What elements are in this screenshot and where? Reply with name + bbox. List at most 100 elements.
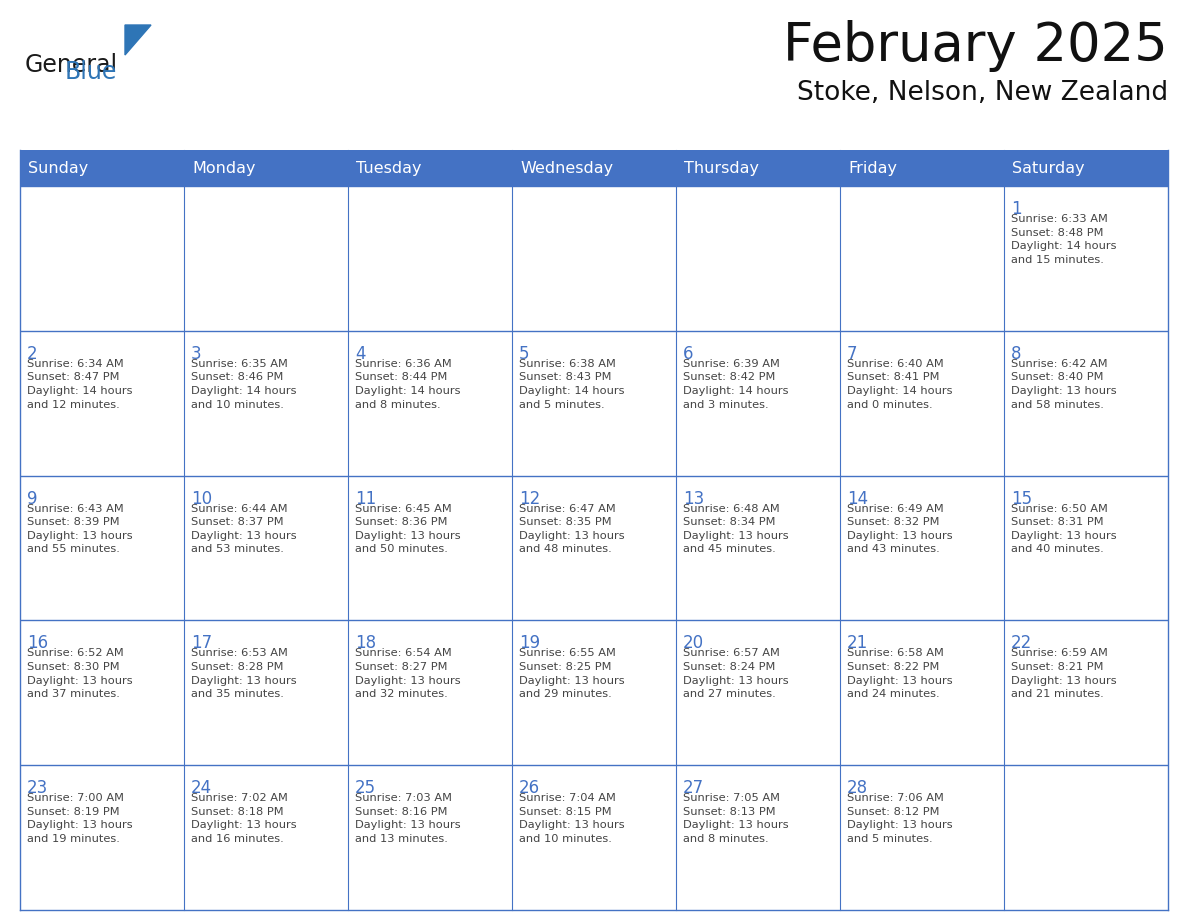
Bar — [676, 476, 840, 621]
Text: Sunrise: 6:48 AM
Sunset: 8:34 PM
Daylight: 13 hours
and 45 minutes.: Sunrise: 6:48 AM Sunset: 8:34 PM Dayligh… — [683, 504, 789, 554]
Text: Sunrise: 7:00 AM
Sunset: 8:19 PM
Daylight: 13 hours
and 19 minutes.: Sunrise: 7:00 AM Sunset: 8:19 PM Dayligh… — [27, 793, 133, 844]
Bar — [840, 186, 1004, 330]
Bar — [840, 621, 1004, 766]
Text: 13: 13 — [683, 489, 704, 508]
Text: 15: 15 — [1011, 489, 1032, 508]
Text: 4: 4 — [355, 345, 366, 363]
Bar — [20, 476, 184, 621]
Text: Sunrise: 6:33 AM
Sunset: 8:48 PM
Daylight: 14 hours
and 15 minutes.: Sunrise: 6:33 AM Sunset: 8:48 PM Dayligh… — [1011, 214, 1117, 264]
Text: 16: 16 — [27, 634, 49, 653]
Text: 22: 22 — [1011, 634, 1032, 653]
Text: Sunrise: 6:42 AM
Sunset: 8:40 PM
Daylight: 13 hours
and 58 minutes.: Sunrise: 6:42 AM Sunset: 8:40 PM Dayligh… — [1011, 359, 1117, 409]
Bar — [184, 476, 348, 621]
Text: Sunrise: 6:57 AM
Sunset: 8:24 PM
Daylight: 13 hours
and 27 minutes.: Sunrise: 6:57 AM Sunset: 8:24 PM Dayligh… — [683, 648, 789, 700]
Bar — [348, 330, 512, 476]
Bar — [1004, 330, 1168, 476]
Bar — [184, 330, 348, 476]
Text: Friday: Friday — [848, 161, 897, 175]
Bar — [348, 621, 512, 766]
Text: Sunrise: 6:39 AM
Sunset: 8:42 PM
Daylight: 14 hours
and 3 minutes.: Sunrise: 6:39 AM Sunset: 8:42 PM Dayligh… — [683, 359, 789, 409]
Text: 3: 3 — [191, 345, 202, 363]
Text: Sunrise: 7:06 AM
Sunset: 8:12 PM
Daylight: 13 hours
and 5 minutes.: Sunrise: 7:06 AM Sunset: 8:12 PM Dayligh… — [847, 793, 953, 844]
Text: Sunrise: 6:52 AM
Sunset: 8:30 PM
Daylight: 13 hours
and 37 minutes.: Sunrise: 6:52 AM Sunset: 8:30 PM Dayligh… — [27, 648, 133, 700]
Text: Monday: Monday — [192, 161, 255, 175]
Bar — [512, 766, 676, 910]
Text: 23: 23 — [27, 779, 49, 797]
Bar — [512, 330, 676, 476]
Text: General: General — [25, 53, 118, 77]
Text: Thursday: Thursday — [684, 161, 759, 175]
Text: Sunrise: 6:35 AM
Sunset: 8:46 PM
Daylight: 14 hours
and 10 minutes.: Sunrise: 6:35 AM Sunset: 8:46 PM Dayligh… — [191, 359, 297, 409]
Text: 14: 14 — [847, 489, 868, 508]
Text: 1: 1 — [1011, 200, 1022, 218]
Text: Sunrise: 6:54 AM
Sunset: 8:27 PM
Daylight: 13 hours
and 32 minutes.: Sunrise: 6:54 AM Sunset: 8:27 PM Dayligh… — [355, 648, 461, 700]
Text: Sunrise: 6:43 AM
Sunset: 8:39 PM
Daylight: 13 hours
and 55 minutes.: Sunrise: 6:43 AM Sunset: 8:39 PM Dayligh… — [27, 504, 133, 554]
Bar — [184, 186, 348, 330]
Bar — [348, 766, 512, 910]
Text: Sunrise: 6:58 AM
Sunset: 8:22 PM
Daylight: 13 hours
and 24 minutes.: Sunrise: 6:58 AM Sunset: 8:22 PM Dayligh… — [847, 648, 953, 700]
Text: 26: 26 — [519, 779, 541, 797]
Text: 5: 5 — [519, 345, 530, 363]
Text: 17: 17 — [191, 634, 213, 653]
Text: Sunrise: 6:53 AM
Sunset: 8:28 PM
Daylight: 13 hours
and 35 minutes.: Sunrise: 6:53 AM Sunset: 8:28 PM Dayligh… — [191, 648, 297, 700]
Bar — [20, 150, 1168, 186]
Text: Sunrise: 6:38 AM
Sunset: 8:43 PM
Daylight: 14 hours
and 5 minutes.: Sunrise: 6:38 AM Sunset: 8:43 PM Dayligh… — [519, 359, 625, 409]
Bar — [20, 621, 184, 766]
Text: Sunrise: 6:50 AM
Sunset: 8:31 PM
Daylight: 13 hours
and 40 minutes.: Sunrise: 6:50 AM Sunset: 8:31 PM Dayligh… — [1011, 504, 1117, 554]
Text: 28: 28 — [847, 779, 868, 797]
Text: Sunrise: 6:55 AM
Sunset: 8:25 PM
Daylight: 13 hours
and 29 minutes.: Sunrise: 6:55 AM Sunset: 8:25 PM Dayligh… — [519, 648, 625, 700]
Text: 10: 10 — [191, 489, 213, 508]
Bar — [184, 766, 348, 910]
Bar — [20, 766, 184, 910]
Text: 8: 8 — [1011, 345, 1022, 363]
Text: Blue: Blue — [65, 60, 118, 84]
Text: 27: 27 — [683, 779, 704, 797]
Text: Tuesday: Tuesday — [356, 161, 422, 175]
Bar — [512, 621, 676, 766]
Text: Stoke, Nelson, New Zealand: Stoke, Nelson, New Zealand — [797, 80, 1168, 106]
Bar — [676, 186, 840, 330]
Bar — [840, 476, 1004, 621]
Bar — [840, 766, 1004, 910]
Text: Sunrise: 6:59 AM
Sunset: 8:21 PM
Daylight: 13 hours
and 21 minutes.: Sunrise: 6:59 AM Sunset: 8:21 PM Dayligh… — [1011, 648, 1117, 700]
Text: Sunrise: 7:05 AM
Sunset: 8:13 PM
Daylight: 13 hours
and 8 minutes.: Sunrise: 7:05 AM Sunset: 8:13 PM Dayligh… — [683, 793, 789, 844]
Text: 12: 12 — [519, 489, 541, 508]
Text: 19: 19 — [519, 634, 541, 653]
Text: Sunrise: 7:03 AM
Sunset: 8:16 PM
Daylight: 13 hours
and 13 minutes.: Sunrise: 7:03 AM Sunset: 8:16 PM Dayligh… — [355, 793, 461, 844]
Text: Sunrise: 6:36 AM
Sunset: 8:44 PM
Daylight: 14 hours
and 8 minutes.: Sunrise: 6:36 AM Sunset: 8:44 PM Dayligh… — [355, 359, 461, 409]
Bar — [20, 330, 184, 476]
Bar — [512, 186, 676, 330]
Text: 18: 18 — [355, 634, 377, 653]
Bar — [184, 621, 348, 766]
Text: Sunrise: 6:47 AM
Sunset: 8:35 PM
Daylight: 13 hours
and 48 minutes.: Sunrise: 6:47 AM Sunset: 8:35 PM Dayligh… — [519, 504, 625, 554]
Text: February 2025: February 2025 — [783, 20, 1168, 72]
Bar — [676, 330, 840, 476]
Text: 21: 21 — [847, 634, 868, 653]
Text: Saturday: Saturday — [1012, 161, 1085, 175]
Text: Sunrise: 6:49 AM
Sunset: 8:32 PM
Daylight: 13 hours
and 43 minutes.: Sunrise: 6:49 AM Sunset: 8:32 PM Dayligh… — [847, 504, 953, 554]
Text: Sunrise: 6:40 AM
Sunset: 8:41 PM
Daylight: 14 hours
and 0 minutes.: Sunrise: 6:40 AM Sunset: 8:41 PM Dayligh… — [847, 359, 953, 409]
Bar — [348, 186, 512, 330]
Text: 24: 24 — [191, 779, 213, 797]
Bar — [676, 621, 840, 766]
Text: Sunrise: 6:34 AM
Sunset: 8:47 PM
Daylight: 14 hours
and 12 minutes.: Sunrise: 6:34 AM Sunset: 8:47 PM Dayligh… — [27, 359, 133, 409]
Text: 20: 20 — [683, 634, 704, 653]
Bar — [20, 186, 184, 330]
Text: Sunrise: 6:45 AM
Sunset: 8:36 PM
Daylight: 13 hours
and 50 minutes.: Sunrise: 6:45 AM Sunset: 8:36 PM Dayligh… — [355, 504, 461, 554]
Text: 6: 6 — [683, 345, 694, 363]
Text: Sunrise: 7:04 AM
Sunset: 8:15 PM
Daylight: 13 hours
and 10 minutes.: Sunrise: 7:04 AM Sunset: 8:15 PM Dayligh… — [519, 793, 625, 844]
Bar — [1004, 476, 1168, 621]
Bar — [1004, 621, 1168, 766]
Bar — [1004, 766, 1168, 910]
Bar — [676, 766, 840, 910]
Text: 25: 25 — [355, 779, 377, 797]
Text: 11: 11 — [355, 489, 377, 508]
Bar — [840, 330, 1004, 476]
Text: 7: 7 — [847, 345, 858, 363]
Text: 9: 9 — [27, 489, 38, 508]
Bar — [512, 476, 676, 621]
Bar — [1004, 186, 1168, 330]
Text: Sunday: Sunday — [29, 161, 88, 175]
Polygon shape — [125, 25, 151, 55]
Bar — [348, 476, 512, 621]
